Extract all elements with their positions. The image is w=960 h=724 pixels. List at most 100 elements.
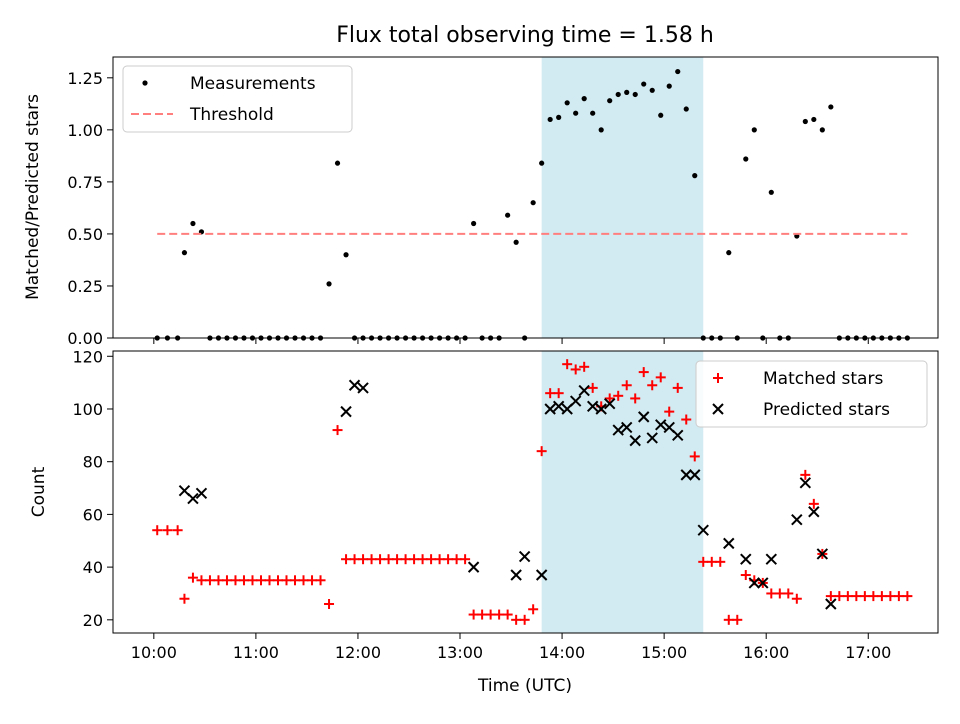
matched-star-point (298, 575, 309, 586)
legend-box (122, 65, 353, 133)
bottom-panel: 20 40 60 80 100 120 10:00 11:00 12:00 13:00 14:00… (29, 347, 939, 696)
matched-star-point (392, 554, 403, 565)
y-tick-label: 40 (83, 558, 103, 577)
predicted-star-point (569, 395, 582, 407)
predicted-star-point (510, 569, 522, 581)
matched-star-point (196, 575, 207, 586)
y-tick-label: 100 (72, 400, 103, 419)
measurement-point (751, 127, 757, 133)
measurement-point (581, 96, 587, 102)
predicted-star-point (535, 569, 548, 581)
measurement-point (828, 104, 834, 110)
measurement-point (632, 91, 638, 98)
y-tick-label: 1.25 (67, 69, 103, 88)
measurement-point (547, 116, 553, 123)
matched-star-point (307, 575, 318, 586)
predicted-star-point (629, 434, 641, 447)
measurement-point (819, 127, 825, 133)
predicted-star-point (808, 506, 820, 518)
measurement-point (181, 250, 188, 256)
predicted-star-point (765, 553, 778, 565)
legend-label: Predicted stars (763, 400, 890, 420)
matched-star-point (553, 388, 564, 399)
matched-star-point (400, 554, 411, 565)
matched-star-point (417, 554, 428, 565)
top-series (154, 68, 910, 341)
matched-star-point (162, 525, 173, 536)
measurement-point (539, 160, 545, 166)
predicted-star-point (340, 405, 352, 418)
matched-star-point (366, 554, 377, 565)
predicted-star-point (578, 384, 590, 397)
measurement-point (505, 212, 511, 218)
bottom-series (152, 359, 913, 625)
predicted-star-point (655, 419, 667, 431)
matched-star-point (290, 575, 301, 586)
y-tick-label: 0.75 (67, 173, 103, 192)
predicted-star-point (689, 469, 701, 481)
measurement-point (743, 156, 749, 162)
predicted-star-point (552, 400, 565, 413)
matched-star-point (485, 609, 496, 620)
matched-star-point (715, 556, 726, 567)
measurement-point (768, 189, 774, 195)
matched-star-point (783, 588, 794, 599)
bottom-x-axis: 10:00 11:00 12:00 13:00 14:00 15:00 16:00 17:00 (131, 633, 891, 662)
matched-star-point (341, 554, 352, 565)
measurement-point (326, 281, 332, 287)
predicted-star-point (646, 432, 658, 444)
chart-title: Flux total observing time = 1.58 h (336, 23, 714, 48)
legend-label: Matched stars (763, 369, 883, 389)
measurement-point (692, 173, 698, 179)
predicted-star-point (697, 524, 709, 536)
matched-star-point (800, 469, 811, 480)
matched-star-point (451, 554, 462, 565)
predicted-star-point (680, 469, 692, 481)
matched-star-point (698, 556, 709, 567)
measurement-point (675, 68, 681, 75)
legend-marker (713, 373, 723, 383)
y-tick-label: 0.00 (67, 329, 103, 348)
matched-star-point (842, 591, 853, 602)
x-tick-label: 13:00 (437, 643, 483, 662)
matched-star-point (851, 591, 862, 602)
top-legend: Measurements Threshold (122, 65, 353, 133)
matched-star-point (579, 361, 590, 372)
legend-label: Measurements (190, 74, 316, 94)
matched-star-point (477, 609, 488, 620)
predicted-star-point (544, 403, 556, 415)
matched-star-point (672, 382, 683, 393)
matched-star-point (409, 554, 420, 565)
y-tick-label: 60 (83, 505, 103, 524)
matched-star-point (570, 364, 581, 375)
matched-star-point (281, 575, 292, 586)
matched-star-point (511, 614, 522, 625)
measurement-point (513, 239, 519, 245)
matched-star-point (859, 591, 870, 602)
x-tick-label: 16:00 (743, 643, 789, 662)
matched-star-point (613, 390, 624, 401)
x-tick-label: 14:00 (539, 643, 585, 662)
x-tick-label: 10:00 (131, 643, 177, 662)
matched-star-point (536, 446, 547, 457)
predicted-star-point (518, 550, 531, 563)
shaded-band (541, 351, 704, 633)
matched-star-point (825, 591, 836, 602)
matched-star-point (876, 591, 887, 602)
predicted-star-point (586, 400, 599, 413)
matched-star-point (187, 572, 198, 583)
measurement-point (683, 106, 689, 112)
shaded-band (541, 57, 704, 338)
predicted-star-point (723, 537, 735, 550)
matched-star-point (630, 393, 641, 404)
matched-star-point (664, 406, 675, 417)
matched-star-point (774, 588, 785, 599)
bottom-shaded-band (541, 351, 704, 633)
matched-star-point (443, 554, 454, 565)
measurement-point (334, 160, 341, 166)
x-tick-label: 15:00 (641, 643, 687, 662)
y-tick-label: 0.50 (67, 225, 103, 244)
matched-star-point (255, 575, 266, 586)
matched-star-point (655, 372, 666, 383)
matched-star-point (732, 614, 743, 625)
